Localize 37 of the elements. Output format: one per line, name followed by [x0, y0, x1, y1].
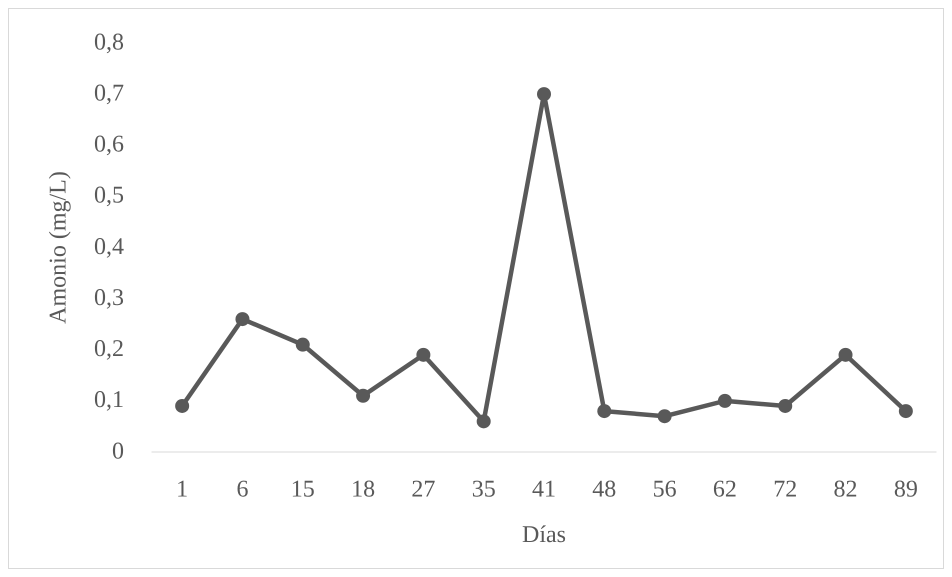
y-tick-label: 0,1: [94, 387, 124, 414]
point: [296, 338, 310, 352]
point: [838, 348, 853, 362]
x-tick-label: 48: [592, 476, 616, 503]
point: [658, 409, 672, 424]
x-tick-label: 89: [894, 476, 918, 503]
x-tick-label: 1: [176, 476, 188, 503]
y-tick-label: 0,3: [94, 284, 124, 311]
y-tick-label: 0,8: [94, 29, 124, 56]
point: [718, 394, 732, 408]
y-axis-title: Amonio (mg/L): [46, 171, 72, 324]
point: [175, 398, 190, 413]
point: [898, 404, 913, 418]
point: [416, 348, 430, 362]
y-tick-label: 0,7: [94, 80, 124, 106]
x-tick-label: 82: [834, 476, 858, 503]
x-tick-label: 72: [773, 476, 798, 503]
point: [537, 87, 551, 102]
point: [597, 404, 612, 418]
y-tick-label: 0: [112, 438, 124, 464]
y-tick-label: 0,2: [94, 336, 124, 362]
x-axis-title: Días: [522, 522, 566, 548]
point: [235, 312, 250, 326]
y-tick-label: 0,6: [94, 132, 124, 158]
y-tick-label: 0,5: [94, 182, 124, 209]
x-tick-label: 41: [532, 476, 556, 503]
point: [356, 388, 370, 403]
point: [778, 398, 792, 413]
x-tick-label: 62: [712, 476, 737, 503]
x-tick-label: 6: [236, 476, 248, 503]
x-tick-label: 35: [472, 476, 496, 503]
x-tick-label: 27: [411, 476, 436, 503]
y-tick-label: 0,4: [94, 234, 124, 260]
x-tick-label: 18: [351, 476, 376, 503]
point: [476, 414, 491, 428]
x-tick-label: 56: [652, 476, 677, 503]
x-tick-label: 15: [290, 476, 315, 503]
